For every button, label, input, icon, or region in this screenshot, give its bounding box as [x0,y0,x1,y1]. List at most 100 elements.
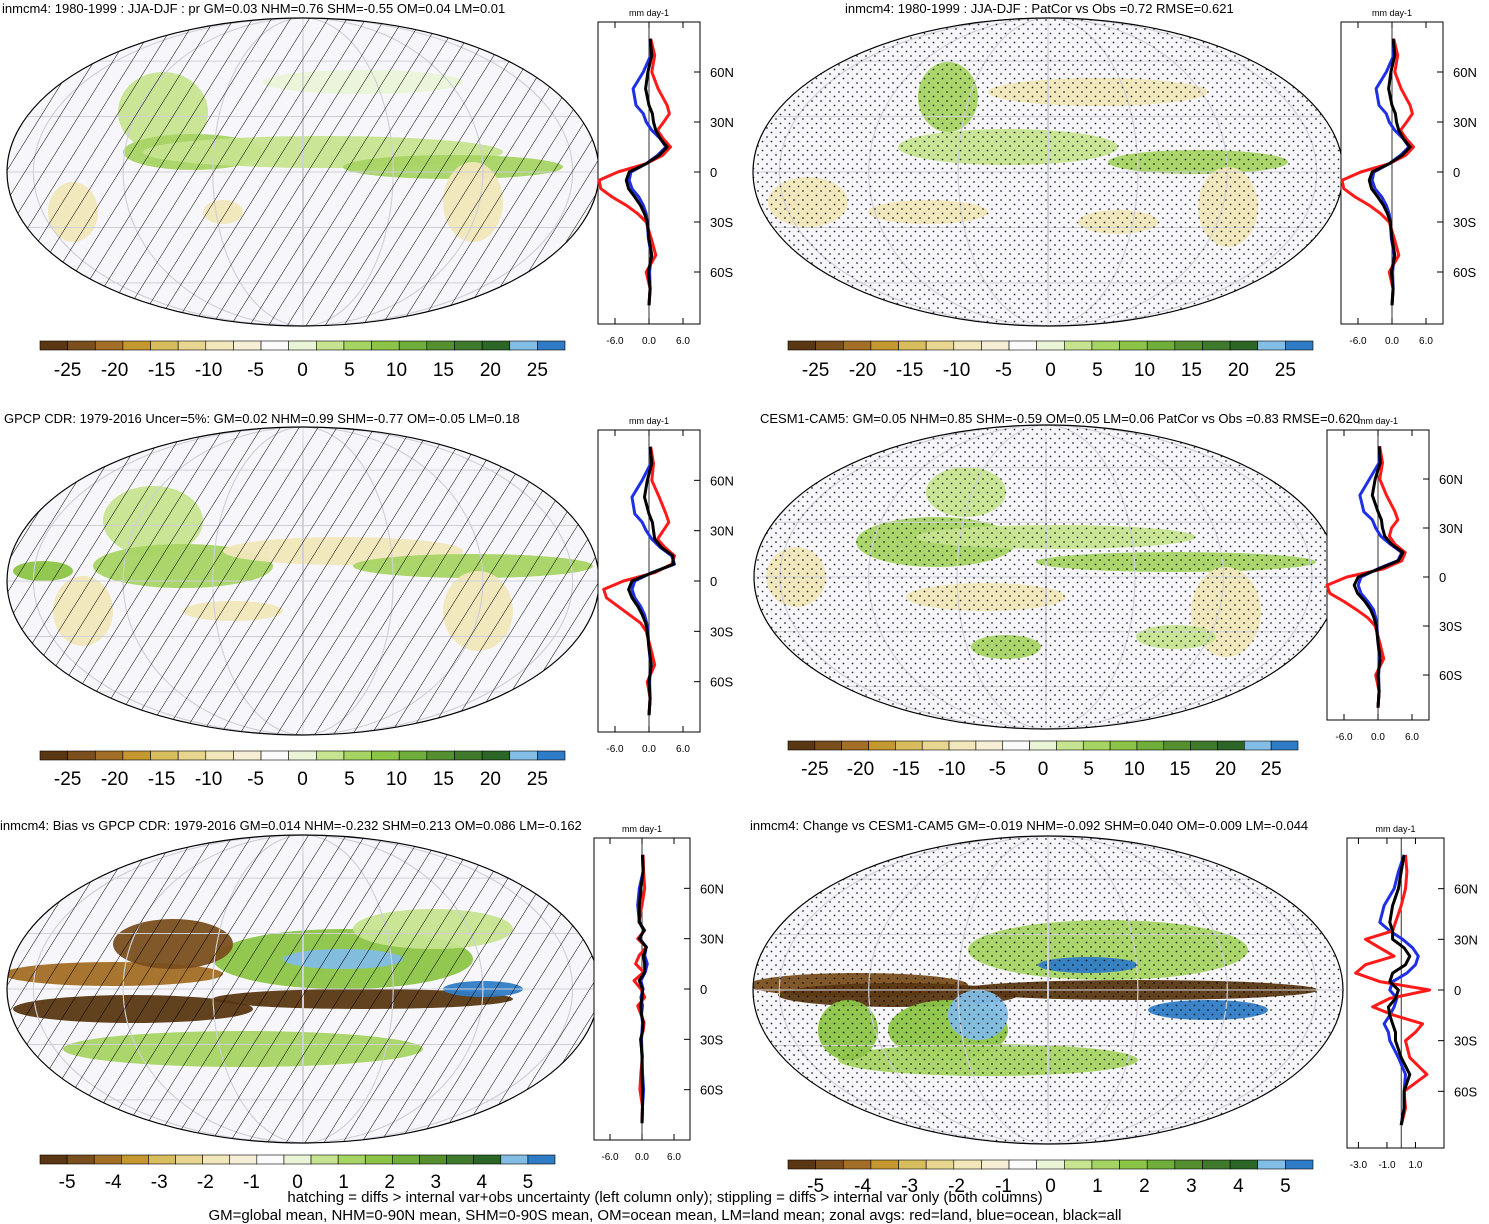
colorbar-tick-label: 20 [1228,360,1249,381]
zonal-y-tick-label: 30S [1454,1034,1477,1049]
colorbar-swatch [1082,740,1111,751]
zonal-y-tick-label: 30N [1453,115,1477,130]
zonal-y-tick-label: 0 [700,982,707,997]
colorbar-swatch [1202,1159,1231,1170]
panel-title: inmcm4: 1980-1999 : JJA-DJF : pr GM=0.03… [2,1,505,16]
colorbar-tick-label: 4 [477,1172,488,1193]
colorbar-swatch [509,340,538,351]
colorbar-tick-label: -4 [105,1172,122,1193]
colorbar-tick-label: -15 [148,360,175,381]
panel-p4: CESM1-CAM5: GM=0.05 NHM=0.85 SHM=-0.59 O… [753,411,1463,780]
colorbar-tick-label: -20 [101,360,128,381]
stippling-overlay [754,425,1338,729]
colorbar-tick-label: 20 [480,769,501,790]
zonal-line-all [1352,446,1405,708]
colorbar-swatch [1244,740,1272,751]
colorbar-swatch [150,340,179,351]
colorbar-swatch [925,1159,955,1170]
colorbar-tick-label: 5 [344,769,355,790]
colorbar-swatch [1174,1159,1203,1170]
colorbar-tick-label: 2 [1139,1176,1150,1197]
colorbar-tick-label: -10 [938,759,965,780]
panel-title: inmcm4: Bias vs GPCP CDR: 1979-2016 GM=0… [0,818,582,833]
colorbar-tick-label: 10 [386,360,407,381]
zonal-x-tick-label: 0.0 [642,744,656,755]
colorbar-swatch [1285,1159,1314,1170]
colorbar-tick-label: 0 [1038,759,1049,780]
colorbar-swatch [283,1154,312,1165]
colorbar-tick-label: 10 [386,769,407,790]
colorbar-swatch [1008,340,1037,351]
colorbar: -25 -20 -15 -10 -5 0 5 10 15 20 25 [787,340,1314,381]
zonal-y-tick-label: 60N [700,881,724,896]
colorbar-tick-label: -15 [892,759,919,780]
zonal-line-land [1354,854,1432,1126]
map-p6 [753,836,1343,1144]
colorbar-swatch [981,1159,1010,1170]
panel-title: GPCP CDR: 1979-2016 Uncer=5%: GM=0.02 NH… [4,411,520,426]
panel-p3: GPCP CDR: 1979-2016 Uncer=5%: GM=0.02 NH… [4,411,734,790]
colorbar-swatch [842,1159,872,1170]
colorbar-tick-label: -10 [943,360,970,381]
colorbar-tick-label: -5 [989,759,1006,780]
colorbar-tick-label: -25 [801,759,828,780]
colorbar-tick-label: -10 [195,360,222,381]
colorbar-swatch [1119,1159,1148,1170]
colorbar-tick-label: 15 [433,769,454,790]
colorbar-tick-label: 0 [292,1172,303,1193]
zonal-y-tick-label: 30S [1439,619,1462,634]
zonal-y-tick-label: 60N [1439,472,1463,487]
colorbar-tick-label: 25 [1275,360,1296,381]
colorbar: -25 -20 -15 -10 -5 0 5 10 15 20 25 [39,340,566,381]
colorbar-swatch [1217,740,1245,751]
zonal-x-tick-label: 0.0 [1385,336,1399,347]
colorbar-swatch [1270,740,1299,751]
colorbar-tick-label: -15 [148,769,175,790]
colorbar-swatch [787,740,816,751]
zonal-line-all [1386,854,1412,1126]
zonal-plot: mm day-1 -6.0 0.0 6.0 60N 30N 0 30S 60S [593,824,724,1163]
zonal-unit-label: mm day-1 [622,824,662,834]
footer-note-hatching: hatching = diffs > internal var+obs unce… [287,1189,1043,1206]
panel-p5: inmcm4: Bias vs GPCP CDR: 1979-2016 GM=0… [0,818,724,1193]
colorbar-tick-label: -25 [54,360,81,381]
colorbar-tick-label: 25 [527,360,548,381]
zonal-unit-label: mm day-1 [1358,416,1398,426]
colorbar-tick-label: -15 [896,360,923,381]
zonal-y-tick-label: 60S [710,265,733,280]
colorbar-swatch [94,750,124,761]
map-p3 [7,427,599,735]
colorbar-swatch [66,1154,95,1165]
colorbar-swatch [316,340,345,351]
colorbar-tick-label: 5 [1083,759,1094,780]
zonal-unit-label: mm day-1 [629,8,669,18]
colorbar-swatch [398,750,428,761]
colorbar-swatch [1136,740,1165,751]
zonal-x-tick-label: -6.0 [606,744,624,755]
colorbar-swatch [1091,1159,1120,1170]
colorbar-swatch [392,1154,420,1165]
colorbar-swatch [925,340,955,351]
colorbar-swatch [1285,340,1314,351]
colorbar-swatch [509,750,538,761]
colorbar-swatch [288,750,317,761]
zonal-line-ocean [1378,854,1420,1126]
colorbar-swatch [233,340,262,351]
zonal-unit-label: mm day-1 [629,416,669,426]
zonal-x-tick-label: 6.0 [1405,732,1419,743]
colorbar-swatch [1036,1159,1065,1170]
zonal-y-tick-label: 30N [710,524,734,539]
colorbar-swatch [67,340,96,351]
colorbar-swatch [288,340,317,351]
zonal-y-tick-label: 30S [710,215,733,230]
zonal-plot: mm day-1 -6.0 0.0 6.0 60N 30N 0 30S 60S [597,8,734,347]
colorbar-tick-label: 15 [1181,360,1202,381]
colorbar-swatch [895,740,923,751]
zonal-y-tick-label: 60S [1453,265,1476,280]
colorbar-swatch [398,340,428,351]
colorbar-tick-label: -25 [802,360,829,381]
zonal-y-tick-label: 0 [710,574,717,589]
colorbar-swatch [1008,1159,1037,1170]
colorbar-swatch [842,340,872,351]
